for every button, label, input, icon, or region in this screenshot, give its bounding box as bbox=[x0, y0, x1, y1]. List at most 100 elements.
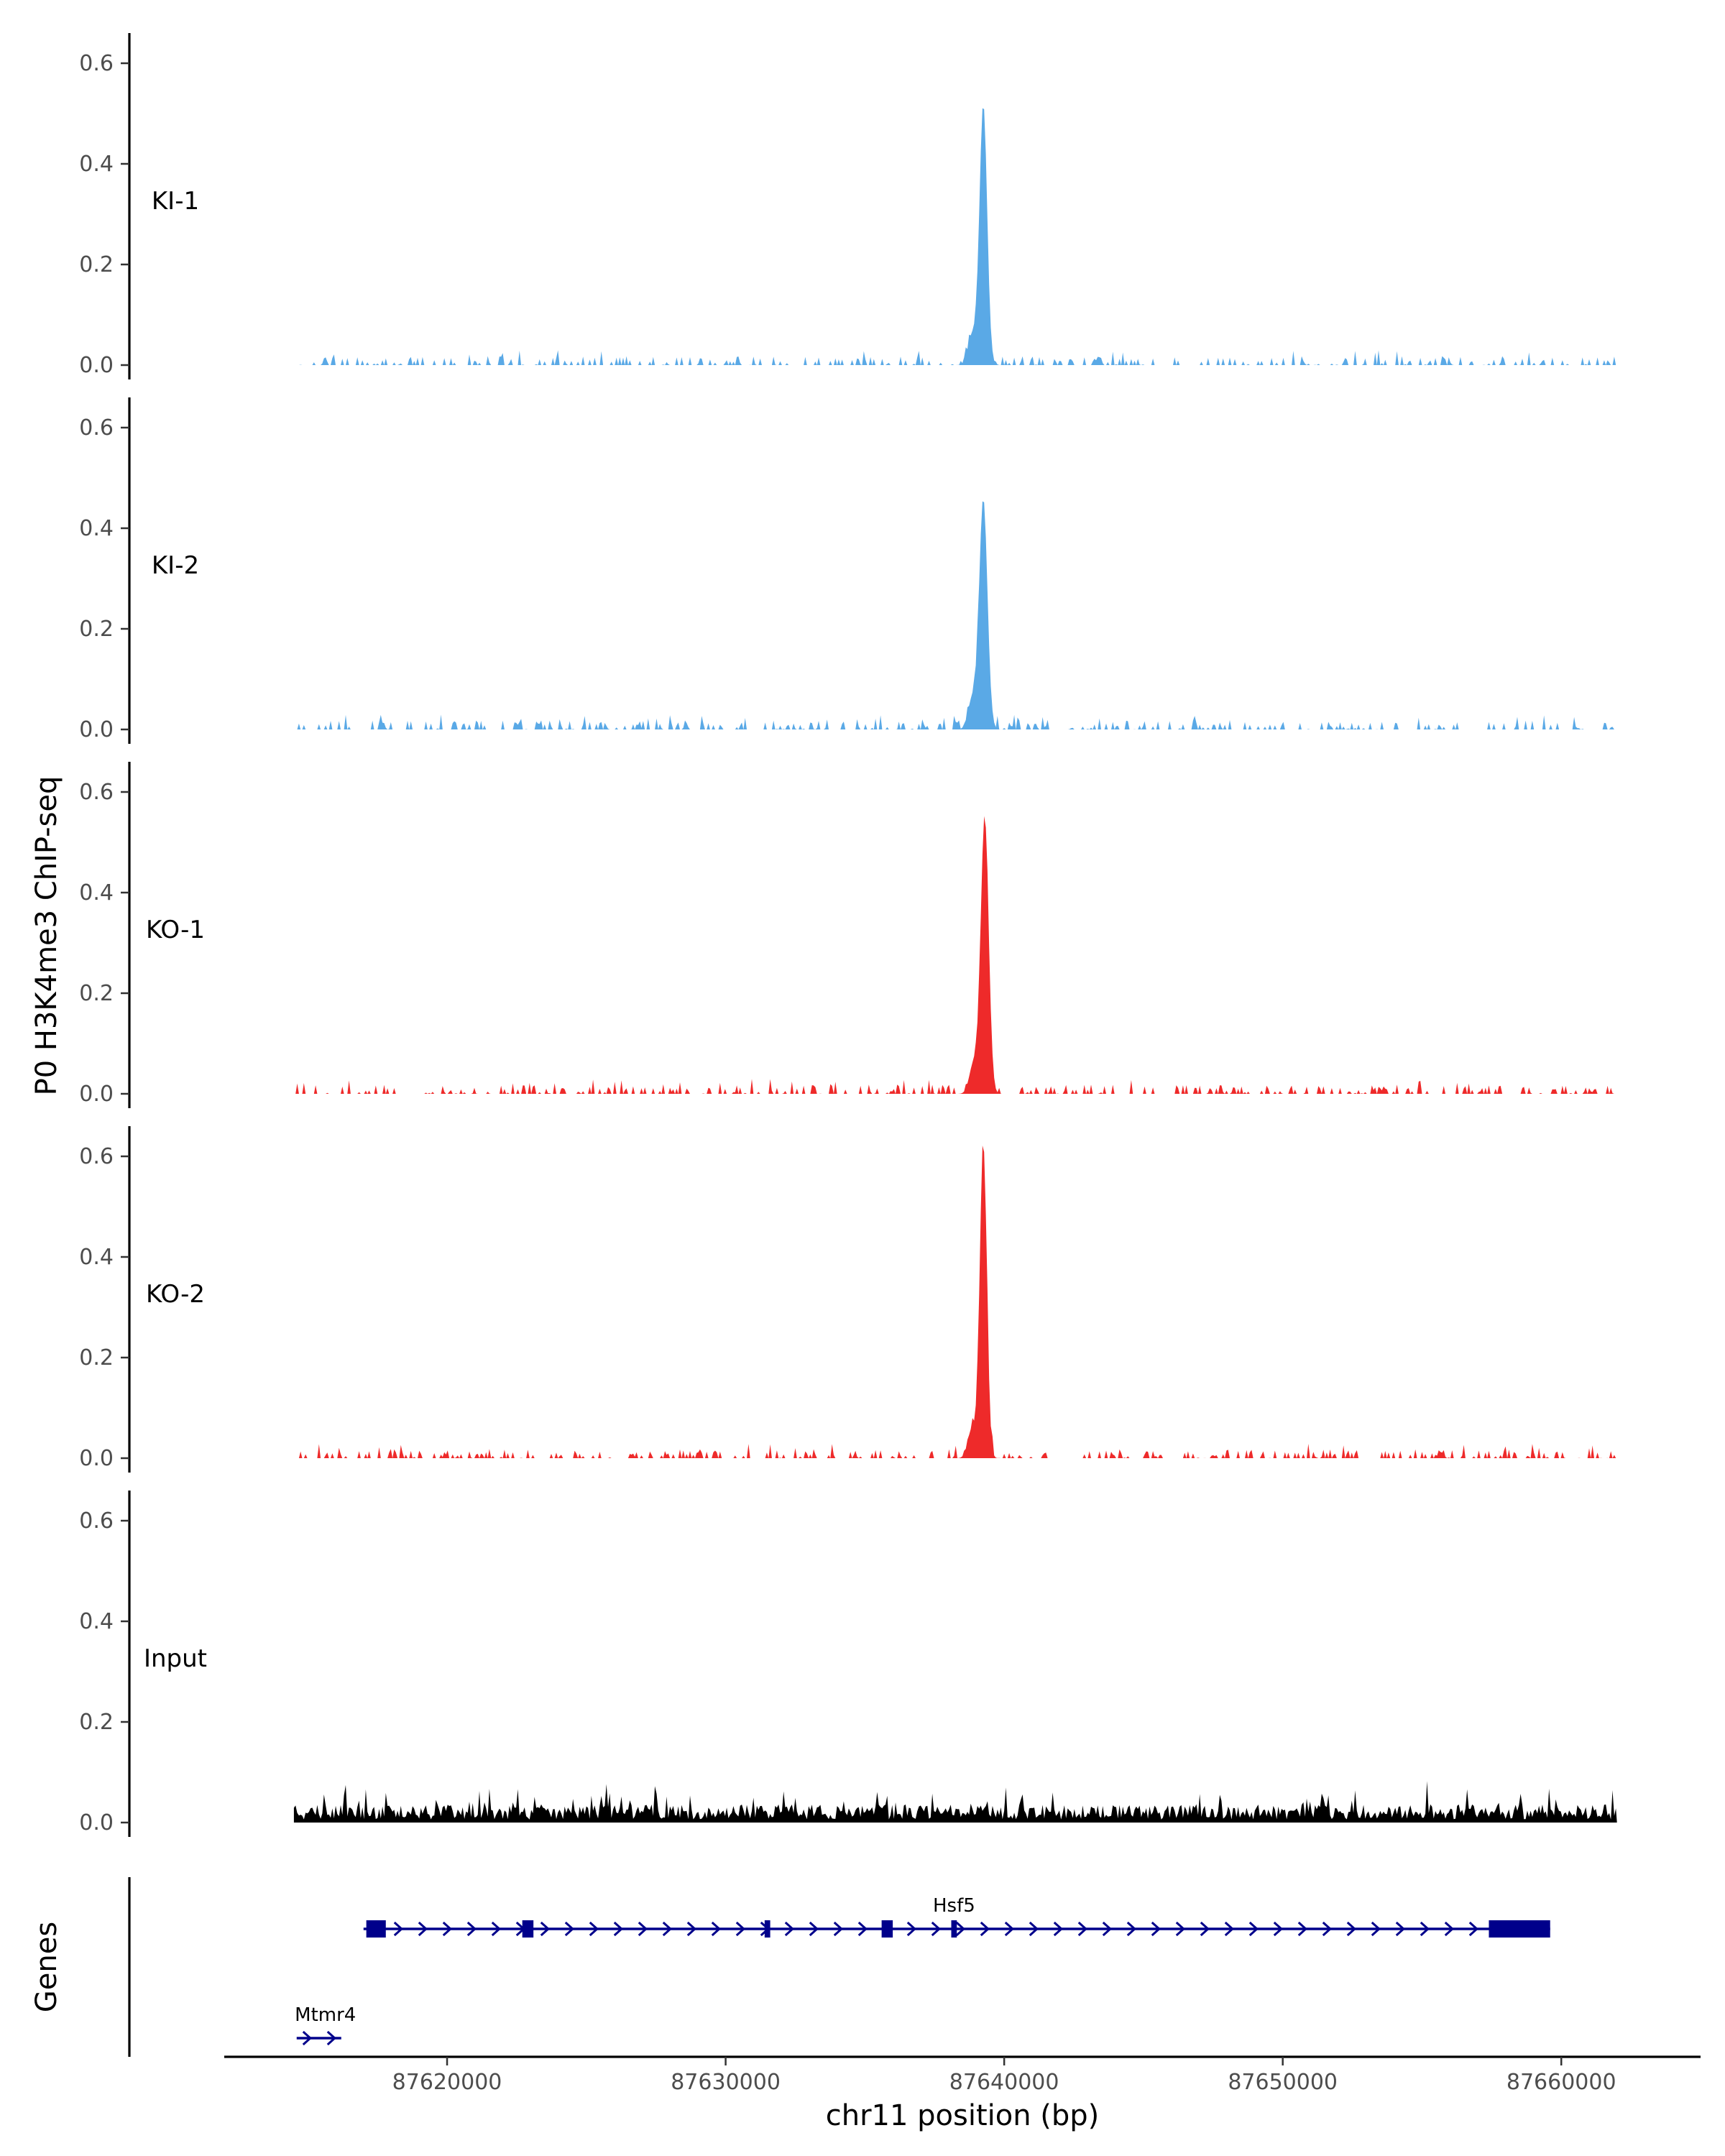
track-input: 0.0 0.2 0.4 0.6 Input bbox=[79, 1491, 1617, 1837]
gene-exon bbox=[366, 1920, 386, 1938]
y-tick-label: 0.6 bbox=[79, 1508, 114, 1534]
signal-area-ki-2 bbox=[293, 501, 1617, 729]
y-tick-label: 0.2 bbox=[79, 617, 114, 642]
track-ko-1: 0.0 0.2 0.4 0.6 KO-1 bbox=[79, 762, 1617, 1108]
y-tick-label: 0.0 bbox=[79, 1446, 114, 1471]
x-tick-label: 87630000 bbox=[671, 2070, 781, 2095]
strand-arrow bbox=[809, 1921, 819, 1937]
strand-arrow bbox=[638, 1921, 648, 1937]
strand-arrow bbox=[1029, 1921, 1039, 1937]
gene-mtmr4: Mtmr4 bbox=[295, 2004, 356, 2046]
y-tick-label: 0.4 bbox=[79, 152, 114, 177]
strand-arrow bbox=[418, 1921, 428, 1937]
strand-arrow bbox=[1297, 1921, 1308, 1937]
strand-arrow bbox=[662, 1921, 673, 1937]
strand-arrow bbox=[1151, 1921, 1162, 1937]
gene-exon bbox=[951, 1920, 957, 1938]
gene-exon bbox=[764, 1920, 770, 1938]
track-ko-2: 0.0 0.2 0.4 0.6 KO-2 bbox=[79, 1126, 1617, 1473]
strand-arrow bbox=[1273, 1921, 1284, 1937]
strand-arrow bbox=[1420, 1921, 1430, 1937]
strand-arrow bbox=[589, 1921, 599, 1937]
x-tick-label: 87660000 bbox=[1506, 2070, 1616, 2095]
y-tick-label: 0.6 bbox=[79, 51, 114, 76]
strand-arrow bbox=[980, 1921, 990, 1937]
strand-arrow bbox=[1077, 1921, 1088, 1937]
signal-area-ko-1 bbox=[293, 816, 1617, 1094]
track-panels: 0.00.20.40.6KI-10.00.20.40.6KI-20.00.20.… bbox=[79, 33, 1617, 1837]
strand-arrow bbox=[302, 2030, 313, 2046]
track-label: KO-1 bbox=[146, 916, 205, 944]
y-tick-label: 0.2 bbox=[79, 981, 114, 1006]
signal-area-input bbox=[293, 1781, 1617, 1823]
x-tick-label: 87640000 bbox=[949, 2070, 1059, 2095]
strand-arrow bbox=[1004, 1921, 1015, 1937]
track-label: KO-2 bbox=[146, 1280, 205, 1309]
strand-arrow bbox=[1444, 1921, 1455, 1937]
track-label: KI-2 bbox=[152, 551, 199, 580]
strand-arrow bbox=[1395, 1921, 1406, 1937]
y-tick-label: 0.4 bbox=[79, 1245, 114, 1270]
y-tick-label: 0.4 bbox=[79, 516, 114, 541]
gene-exon bbox=[1489, 1920, 1550, 1938]
gene-name-label: Hsf5 bbox=[933, 1895, 975, 1917]
track-ki-1: 0.0 0.2 0.4 0.6 KI-1 bbox=[79, 33, 1617, 379]
strand-arrow bbox=[833, 1921, 844, 1937]
y-tick-label: 0.2 bbox=[79, 1710, 114, 1735]
y-tick-label: 0.6 bbox=[79, 415, 114, 441]
strand-arrow bbox=[393, 1921, 404, 1937]
gene-exon bbox=[522, 1920, 534, 1938]
strand-arrow bbox=[1200, 1921, 1210, 1937]
strand-arrow bbox=[326, 2030, 337, 2046]
y-tick-label: 0.0 bbox=[79, 1082, 114, 1107]
gene-name-label: Mtmr4 bbox=[295, 2004, 356, 2026]
strand-arrow bbox=[857, 1921, 868, 1937]
strand-arrow bbox=[491, 1921, 502, 1937]
genes-label: Genes bbox=[30, 1922, 63, 2012]
strand-arrow bbox=[442, 1921, 453, 1937]
strand-arrow bbox=[1126, 1921, 1137, 1937]
gene-models: Mtmr4 Hsf5 bbox=[295, 1895, 1550, 2046]
strand-arrow bbox=[1224, 1921, 1235, 1937]
strand-arrow bbox=[1346, 1921, 1357, 1937]
gene-exon bbox=[881, 1920, 893, 1938]
y-tick-label: 0.4 bbox=[79, 1609, 114, 1634]
x-tick-label: 87620000 bbox=[392, 2070, 502, 2095]
signal-area-ki-1 bbox=[293, 108, 1617, 365]
y-tick-label: 0.0 bbox=[79, 353, 114, 378]
strand-arrow bbox=[931, 1921, 942, 1937]
y-tick-label: 0.4 bbox=[79, 880, 114, 906]
strand-arrow bbox=[564, 1921, 575, 1937]
y-axis-label: P0 H3K4me3 ChIP-seq bbox=[30, 776, 63, 1096]
strand-arrow bbox=[1248, 1921, 1259, 1937]
strand-arrow bbox=[711, 1921, 722, 1937]
strand-arrow bbox=[1053, 1921, 1064, 1937]
y-tick-label: 0.6 bbox=[79, 780, 114, 805]
strand-arrow bbox=[955, 1921, 966, 1937]
x-tick-label: 87650000 bbox=[1228, 2070, 1338, 2095]
y-tick-label: 0.0 bbox=[79, 1810, 114, 1835]
y-tick-label: 0.6 bbox=[79, 1144, 114, 1169]
x-axis-label: chr11 position (bp) bbox=[826, 2099, 1100, 2132]
strand-arrow bbox=[784, 1921, 795, 1937]
strand-arrow bbox=[1322, 1921, 1333, 1937]
track-label: KI-1 bbox=[152, 187, 199, 216]
strand-arrow bbox=[1371, 1921, 1381, 1937]
strand-arrow bbox=[1468, 1921, 1479, 1937]
strand-arrow bbox=[613, 1921, 624, 1937]
strand-arrow bbox=[540, 1921, 551, 1937]
genes-panel: Genes Mtmr4 Hsf5 bbox=[30, 1877, 1550, 2057]
signal-area-ko-2 bbox=[293, 1146, 1617, 1458]
x-axis: 87620000 87630000 87640000 87650000 87660000… bbox=[224, 2055, 1701, 2132]
strand-arrow bbox=[466, 1921, 477, 1937]
strand-arrow bbox=[1102, 1921, 1113, 1937]
strand-arrow bbox=[1175, 1921, 1186, 1937]
track-ki-2: 0.0 0.2 0.4 0.6 KI-2 bbox=[79, 397, 1617, 744]
y-tick-label: 0.0 bbox=[79, 717, 114, 742]
track-label: Input bbox=[144, 1644, 207, 1673]
strand-arrow bbox=[686, 1921, 697, 1937]
strand-arrow bbox=[906, 1921, 917, 1937]
gene-hsf5: Hsf5 bbox=[363, 1895, 1550, 1938]
strand-arrow bbox=[735, 1921, 746, 1937]
